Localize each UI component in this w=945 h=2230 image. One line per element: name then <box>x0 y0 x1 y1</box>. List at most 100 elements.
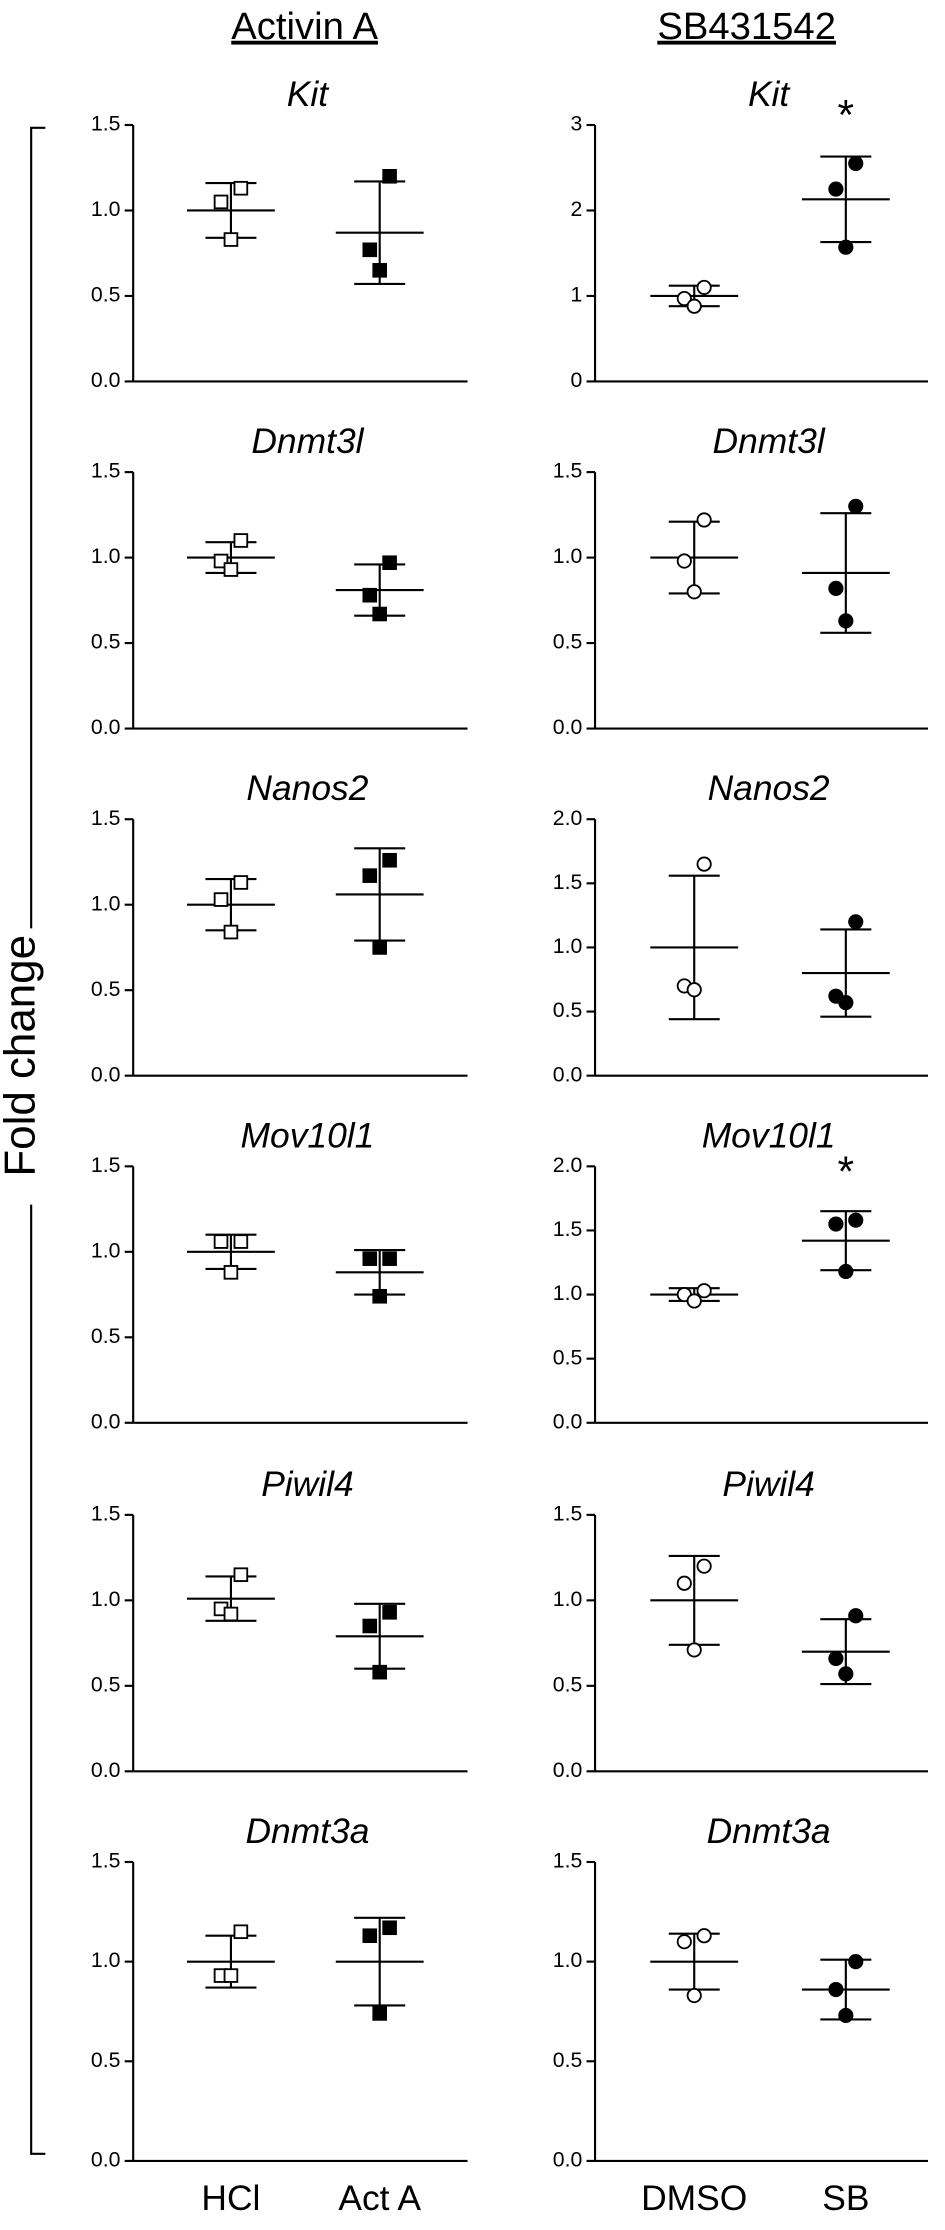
panel: Dnmt3a 0.0 0.5 1.0 1.5 <box>91 1811 468 2172</box>
y-tick-label: 0.0 <box>553 1758 583 1782</box>
y-tick-label: 1.5 <box>91 112 121 136</box>
panel: Dnmt3l 0.0 0.5 1.0 1.5 <box>91 421 468 739</box>
panel-title: Dnmt3l <box>713 421 826 461</box>
y-tick-label: 0 <box>570 368 582 392</box>
data-point <box>223 232 239 247</box>
panel: Piwil4 0.0 0.5 1.0 1.5 <box>91 1464 468 1782</box>
column-header: SB431542 <box>657 5 836 48</box>
y-tick-label: 0.5 <box>553 1672 583 1696</box>
y-tick-label: 1.0 <box>91 197 121 221</box>
data-point <box>828 1981 844 1998</box>
data-point <box>848 155 864 172</box>
y-tick-label: 0.0 <box>91 1758 121 1782</box>
bracket <box>30 126 46 2155</box>
panel: Mov10l1 0.0 0.5 1.0 1.5 <box>91 1115 468 1433</box>
data-point <box>848 1954 864 1970</box>
data-point <box>223 924 239 940</box>
panel: Kit 0.0 0.5 1.0 1.5 <box>91 74 468 392</box>
column-header: Activin A <box>231 5 378 48</box>
y-tick-label: 1.5 <box>553 459 583 483</box>
data-point <box>828 1650 844 1667</box>
data-point <box>686 982 702 998</box>
data-point <box>233 1924 249 1940</box>
y-tick-label: 1.5 <box>553 1501 583 1525</box>
data-point <box>223 562 239 577</box>
y-tick-label: 1.0 <box>91 1948 121 1972</box>
data-point <box>362 587 378 603</box>
y-tick-label: 0.5 <box>91 977 121 1001</box>
data-point <box>223 1968 239 1983</box>
data-point <box>372 2006 387 2021</box>
y-tick-label: 0.5 <box>553 2048 583 2072</box>
y-tick-label: 1.5 <box>553 1217 583 1241</box>
panel-title: Kit <box>287 74 330 114</box>
data-point <box>686 298 702 314</box>
y-tick-label: 3 <box>570 112 582 136</box>
panel: Mov10l1 0.0 0.5 1.0 1.5 2.0 * <box>553 1115 928 1433</box>
panel-title: Dnmt3a <box>707 1811 831 1851</box>
data-point <box>848 1212 864 1228</box>
panel-title: Piwil4 <box>261 1464 353 1504</box>
y-tick-label: 0.0 <box>91 1062 121 1086</box>
data-point <box>362 242 378 258</box>
y-tick-label: 1.0 <box>553 544 583 568</box>
data-point <box>828 580 844 596</box>
x-tick-label: HCl <box>201 2178 260 2218</box>
y-tick-label: 0.0 <box>553 715 583 739</box>
y-tick-label: 1.0 <box>553 1281 583 1305</box>
data-point <box>213 194 229 210</box>
data-point <box>233 875 249 890</box>
data-point <box>233 533 249 548</box>
y-tick-label: 1.0 <box>91 1587 121 1611</box>
panel: Piwil4 0.0 0.5 1.0 1.5 <box>553 1464 928 1782</box>
data-point <box>382 1605 397 1620</box>
panel-title: Nanos2 <box>708 768 830 808</box>
bracket-bottom <box>30 1204 46 2155</box>
data-point <box>848 1608 864 1624</box>
data-point <box>372 263 387 278</box>
y-tick-label: 2 <box>570 197 582 221</box>
panel: Dnmt3a 0.0 0.5 1.0 1.5 <box>553 1811 928 2172</box>
data-point <box>686 584 702 600</box>
data-point <box>696 512 712 528</box>
data-point <box>696 1558 712 1574</box>
data-point <box>676 290 692 307</box>
data-point <box>696 279 712 295</box>
y-tick-label: 1.5 <box>91 1501 121 1525</box>
y-tick-label: 0.0 <box>553 1409 583 1433</box>
data-point <box>696 1283 712 1299</box>
y-tick-label: 1.0 <box>91 544 121 568</box>
panel-title: Dnmt3l <box>251 421 364 461</box>
x-tick-label: SB <box>822 2178 869 2218</box>
panel: Dnmt3l 0.0 0.5 1.0 1.5 <box>553 421 928 739</box>
y-tick-label: 0.5 <box>91 1672 121 1696</box>
data-point <box>213 1234 229 1249</box>
y-tick-label: 1.5 <box>553 1849 583 1873</box>
data-point <box>838 2007 854 2024</box>
data-point <box>362 1251 378 1266</box>
y-tick-label: 1.5 <box>91 806 121 830</box>
y-tick-label: 0.5 <box>553 1345 583 1369</box>
bracket-top <box>30 126 46 929</box>
y-tick-label: 1.0 <box>553 1948 583 1972</box>
data-point <box>382 555 397 571</box>
y-tick-label: 2.0 <box>553 1153 583 1177</box>
panel-title: Mov10l1 <box>241 1115 375 1155</box>
y-tick-label: 0.0 <box>91 368 121 392</box>
data-point <box>213 892 229 907</box>
data-point <box>372 1288 387 1304</box>
data-point <box>372 940 387 955</box>
y-tick-label: 1.0 <box>91 891 121 915</box>
y-tick-label: 0.5 <box>91 283 121 307</box>
data-point <box>233 180 249 196</box>
y-tick-label: 0.0 <box>91 715 121 739</box>
data-point <box>362 1928 378 1944</box>
x-tick-label: Act A <box>338 2178 421 2218</box>
panel-title: Kit <box>748 74 791 114</box>
y-tick-label: 0.0 <box>91 1409 121 1433</box>
panel: Nanos2 0.0 0.5 1.0 1.5 2.0 <box>553 768 928 1086</box>
data-point <box>372 606 387 622</box>
y-tick-label: 0.5 <box>91 1324 121 1348</box>
data-point <box>362 868 378 883</box>
data-point <box>828 181 844 197</box>
